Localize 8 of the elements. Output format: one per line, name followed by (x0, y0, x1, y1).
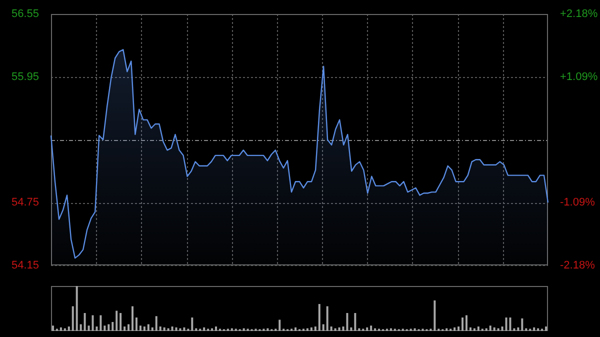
y-tick-label: 56.55 (11, 8, 39, 20)
y2-tick-label: +1.09% (560, 70, 598, 83)
y-tick-label: 54.15 (11, 259, 39, 272)
y-tick-label: 54.75 (11, 196, 39, 209)
y2-tick-label: +2.18% (560, 8, 598, 20)
y2-tick-label: -1.09% (560, 196, 596, 209)
y-tick-label: 55.95 (11, 70, 39, 83)
y2-tick-label: -2.18% (560, 259, 596, 272)
